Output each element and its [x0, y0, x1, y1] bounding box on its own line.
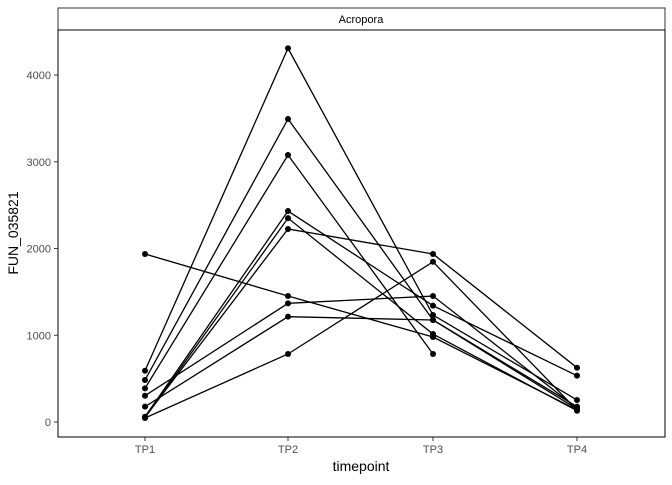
series-line-s7 [144, 260, 578, 419]
series-line-s8 [144, 210, 578, 418]
y-tick-label: 2000 [27, 244, 51, 256]
data-point-s7 [285, 350, 291, 357]
y-tick-label: 0 [45, 417, 51, 429]
data-point-s6 [142, 403, 148, 410]
series-line-s9 [144, 217, 578, 419]
x-axis-label: timepoint [333, 458, 390, 474]
series-line-s5 [144, 295, 578, 409]
data-point-s3 [142, 385, 148, 392]
data-point-s2 [285, 115, 291, 122]
data-point-s4 [285, 293, 291, 300]
data-point-s5 [285, 300, 291, 307]
data-point-s5 [142, 392, 148, 399]
y-tick-label: 3000 [27, 157, 51, 169]
data-point-s1 [285, 45, 291, 52]
data-point-s10 [285, 225, 291, 232]
data-point-s3 [285, 151, 291, 158]
series-line-s1 [144, 46, 578, 401]
x-tick-label: TP4 [567, 444, 587, 456]
data-point-s5 [430, 293, 436, 300]
y-tick-label: 4000 [27, 70, 51, 82]
data-point-s1 [574, 396, 580, 403]
data-point-s6 [430, 316, 436, 323]
data-point-s6 [285, 313, 291, 320]
data-point-s2 [142, 377, 148, 384]
data-point-s10 [142, 414, 148, 421]
data-point-s10 [430, 250, 436, 257]
x-tick-label: TP2 [278, 444, 298, 456]
data-point-s9 [574, 407, 580, 414]
data-point-s7 [430, 258, 436, 265]
series-line-s4 [144, 253, 578, 411]
data-point-s4 [142, 250, 148, 257]
data-point-s9 [285, 215, 291, 222]
x-tick-label: TP1 [135, 444, 155, 456]
series-line-s6 [144, 316, 578, 410]
series-line-s10 [144, 228, 578, 418]
facet-label: Acropora [339, 14, 385, 26]
x-tick-label: TP3 [423, 444, 443, 456]
data-point-s8 [285, 208, 291, 215]
data-point-s9 [430, 331, 436, 338]
y-tick-label: 1000 [27, 330, 51, 342]
y-axis-label: FUN_035821 [5, 191, 21, 274]
panel-border [57, 29, 666, 438]
data-point-s3 [430, 350, 436, 357]
data-point-s1 [142, 367, 148, 374]
series-line-s2 [144, 117, 578, 408]
data-point-s10 [574, 364, 580, 371]
data-point-s8 [430, 302, 436, 309]
data-point-s8 [574, 372, 580, 379]
data-point-s1 [430, 312, 436, 319]
